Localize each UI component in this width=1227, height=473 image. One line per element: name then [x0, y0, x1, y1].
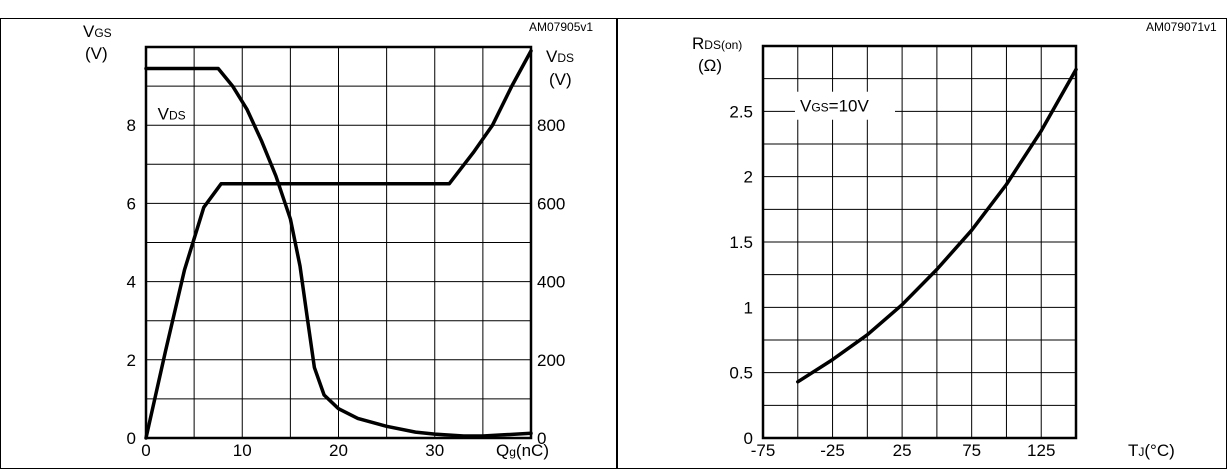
rdson-curve	[796, 67, 1078, 384]
y-tick-label: 2	[744, 168, 753, 187]
y-tick-label: 0.5	[729, 364, 753, 383]
gate-charge-panel: 0 10 20 30 0 2 4 6 8 0 200 400 600 800 VGS (V) VDS (V) Qg(…	[0, 18, 617, 469]
x-tick-label: -75	[751, 441, 776, 460]
x-axis-title: Qg(nC)	[496, 441, 549, 460]
y-tick-label: 0	[127, 429, 136, 448]
y-axis-unit: (Ω)	[698, 56, 722, 75]
x-tick-label: 75	[962, 441, 981, 460]
y2-tick-label: 600	[537, 194, 565, 213]
y-tick-label: 1	[744, 298, 753, 317]
y-tick-label: 0	[744, 429, 753, 448]
y2-tick-label: 200	[537, 351, 565, 370]
vds-curve	[144, 66, 533, 438]
y2-tick-label: 800	[537, 116, 565, 135]
y-axis-title: RDS(on)	[692, 34, 742, 53]
rdson-temperature-chart: -75 -25 25 75 125 0 0.5 1 1.5 2 2.5 RDS(on) (Ω) TJ(°C…	[692, 20, 1217, 460]
y2-tick-label: 0	[537, 429, 546, 448]
vgs-condition-label: VGS=10V	[800, 97, 870, 116]
y2-axis-unit: (V)	[549, 70, 572, 89]
y2-tick-label: 400	[537, 273, 565, 292]
y-axis-title: VGS	[83, 22, 112, 41]
y2-axis-title: VDS	[546, 47, 574, 66]
x-tick-label: 125	[1027, 441, 1055, 460]
figure-id: AM07905v1	[529, 20, 593, 34]
y-tick-label: 8	[127, 116, 136, 135]
x-tick-label: 20	[329, 441, 348, 460]
vgs-curve	[144, 49, 533, 440]
y-tick-label: 2.5	[729, 102, 753, 121]
y-axis-unit: (V)	[85, 44, 108, 63]
vgs-condition-backdrop	[794, 91, 895, 120]
x-tick-label: 0	[141, 441, 150, 460]
x-tick-label: 25	[893, 441, 912, 460]
left-grid	[146, 47, 531, 438]
y-tick-label: 2	[127, 351, 136, 370]
y-tick-label: 4	[127, 273, 136, 292]
gate-charge-chart: 0 10 20 30 0 2 4 6 8 0 200 400 600 800 VGS (V) VDS (V) Qg(…	[83, 20, 593, 460]
vds-annotation: VDS	[158, 104, 186, 123]
plot-frame	[144, 45, 533, 440]
x-tick-label: 10	[233, 441, 252, 460]
x-axis-title: TJ(°C)	[1128, 441, 1175, 460]
rdson-temperature-panel: -75 -25 25 75 125 0 0.5 1 1.5 2 2.5 RDS(on) (Ω) TJ(°C…	[617, 18, 1227, 469]
plot-frame	[761, 44, 1078, 440]
y-tick-label: 6	[127, 194, 136, 213]
x-tick-label: 30	[425, 441, 444, 460]
y-tick-label: 1.5	[729, 233, 753, 252]
x-tick-label: -25	[820, 441, 845, 460]
figure-id: AM079071v1	[1146, 20, 1217, 34]
